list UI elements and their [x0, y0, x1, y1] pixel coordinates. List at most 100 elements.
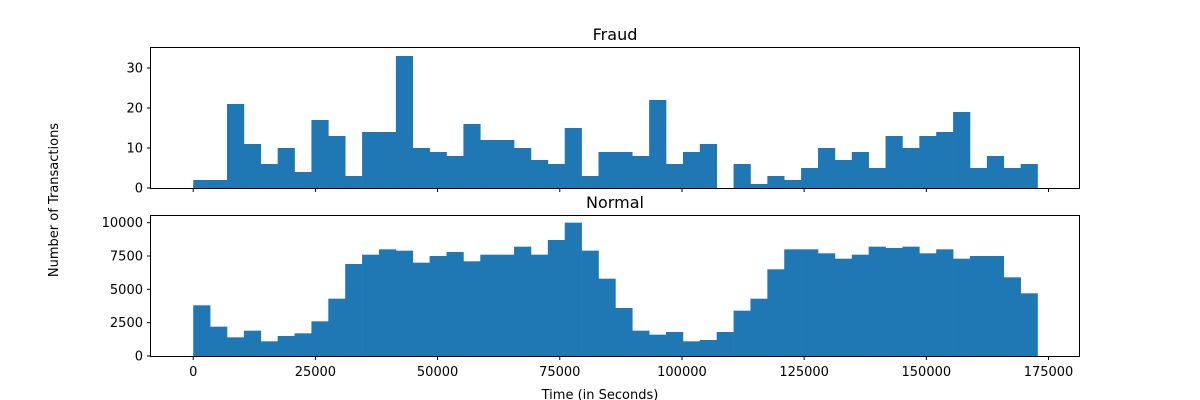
histogram-bar: [716, 332, 734, 356]
histogram-bar: [919, 136, 937, 188]
histogram-bar: [969, 168, 988, 188]
fraud-title: Fraud: [593, 25, 638, 44]
histogram-bar: [632, 156, 650, 188]
histogram-bar: [851, 254, 869, 356]
histogram-bar: [615, 308, 633, 356]
histogram-bar: [801, 249, 819, 356]
histogram-bar: [649, 100, 667, 188]
x-tick-label: 50000: [417, 365, 458, 380]
y-tick-label: 2500: [110, 316, 143, 331]
fraud-bars: [193, 56, 1038, 188]
histogram-bar: [969, 256, 988, 356]
histogram-bar: [277, 148, 295, 188]
histogram-bar: [497, 254, 515, 356]
histogram-bar: [784, 249, 802, 356]
histogram-bar: [328, 136, 346, 188]
histogram-bar: [851, 152, 869, 188]
histogram-bar: [919, 253, 937, 356]
histogram-bar: [210, 326, 228, 356]
histogram-bar: [936, 132, 954, 188]
histogram-bar: [395, 56, 414, 188]
x-axis-label: Time (in Seconds): [541, 388, 659, 400]
x-tick-label: 175000: [1024, 365, 1074, 380]
histogram-bar: [395, 250, 414, 356]
histogram-bar: [666, 332, 684, 356]
histogram-bar: [818, 253, 836, 356]
normal-title: Normal: [586, 193, 644, 212]
fraud-subplot: Fraud 0 10 20 30: [126, 25, 1080, 197]
histogram-bar: [666, 164, 684, 188]
histogram-bar: [294, 333, 312, 356]
histogram-bar: [885, 136, 903, 188]
normal-subplot: Normal 0 2500 5000 7500 10000 0 25000 50000 750…: [102, 193, 1080, 380]
histogram-bar: [362, 254, 380, 356]
histogram-bar: [885, 248, 903, 356]
histogram-bar: [193, 305, 211, 356]
histogram-bar: [345, 176, 363, 188]
x-tick-label: 100000: [657, 365, 707, 380]
histogram-bar: [868, 168, 886, 188]
fraud-frame: [150, 47, 1080, 189]
histogram-bar: [1020, 164, 1038, 188]
histogram-bar: [682, 152, 701, 188]
histogram-bar: [581, 250, 599, 356]
histogram-bar: [463, 261, 481, 356]
histogram-bar: [632, 330, 650, 356]
histogram-bar: [328, 298, 346, 356]
histogram-bar: [834, 258, 853, 356]
histogram-bar: [446, 252, 464, 356]
histogram-bar: [277, 336, 295, 356]
y-tick-label: 0: [135, 350, 143, 365]
histogram-bar: [530, 160, 549, 188]
histogram-bar: [699, 144, 717, 188]
histogram-bar: [243, 144, 262, 188]
histogram-bar: [1020, 293, 1038, 356]
histogram-bar: [818, 148, 836, 188]
histogram-bar: [547, 240, 566, 356]
histogram-bar: [463, 124, 481, 188]
histogram-bar: [547, 164, 566, 188]
histogram-bar: [378, 249, 397, 356]
y-tick-label: 10: [126, 142, 143, 157]
histogram-bar: [598, 152, 616, 188]
histogram-bar: [429, 152, 447, 188]
histogram-bar: [868, 246, 886, 356]
histogram-bar: [1003, 168, 1021, 188]
histogram-bar: [953, 258, 971, 356]
histogram-bar: [564, 128, 582, 188]
histogram-bar: [345, 264, 363, 356]
histogram-bar: [446, 156, 464, 188]
histogram-bar: [986, 256, 1005, 356]
histogram-bar: [480, 140, 498, 188]
histogram-bar: [412, 262, 430, 356]
normal-x-axis: 0 25000 50000 75000 100000 125000 150000 175000: [189, 356, 1073, 380]
histogram-bar: [210, 180, 228, 188]
histogram-bar: [193, 180, 211, 188]
histogram-bar: [767, 176, 785, 188]
y-tick-label: 0: [135, 182, 143, 197]
histogram-bar: [902, 246, 920, 356]
histogram-bar: [514, 148, 532, 188]
histogram-bar: [699, 340, 717, 356]
histogram-bar: [750, 184, 768, 188]
histogram-bar: [294, 172, 312, 188]
histogram-bar: [260, 341, 278, 356]
histogram-bar: [649, 334, 667, 356]
histogram-bar: [1003, 277, 1021, 356]
histogram-bar: [986, 156, 1005, 188]
histogram-bar: [227, 104, 245, 188]
histogram-bar: [480, 254, 498, 356]
x-tick-label: 150000: [902, 365, 952, 380]
histogram-bar: [598, 278, 616, 356]
histogram-bar: [902, 148, 920, 188]
normal-bars: [193, 222, 1038, 356]
histogram-bar: [530, 254, 549, 356]
normal-frame: [150, 215, 1080, 357]
y-tick-label: 5000: [110, 283, 143, 298]
histogram-bar: [581, 176, 599, 188]
histogram-bar: [733, 164, 751, 188]
normal-y-axis: 0 2500 5000 7500 10000: [102, 216, 151, 365]
histogram-bar: [311, 120, 329, 188]
histogram-bar: [227, 337, 245, 356]
